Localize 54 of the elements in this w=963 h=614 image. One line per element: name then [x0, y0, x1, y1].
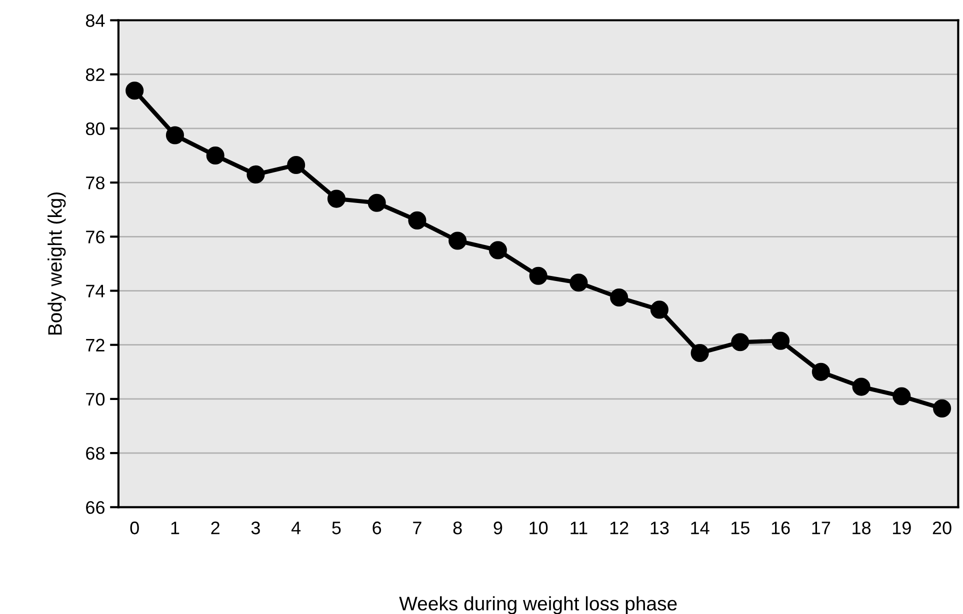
- x-tick-label: 18: [852, 522, 871, 534]
- x-tick-label: 13: [650, 522, 669, 534]
- x-tick-label: 3: [251, 522, 260, 534]
- point: [206, 146, 224, 165]
- point: [650, 300, 668, 319]
- point: [529, 266, 548, 285]
- x-tick-label: 10: [530, 522, 548, 534]
- point: [812, 362, 830, 381]
- x-tick-label: 20: [932, 522, 952, 534]
- point: [690, 344, 709, 362]
- x-tick-label: 12: [610, 522, 628, 534]
- x-tick-label: 14: [691, 522, 710, 534]
- y-tick-label: 80: [86, 122, 105, 136]
- x-tick-label: 0: [130, 522, 139, 534]
- y-tick-label: 78: [86, 176, 104, 190]
- x-tick-label: 19: [893, 522, 911, 534]
- y-tick-label: 72: [86, 338, 104, 352]
- point: [852, 378, 870, 396]
- x-tick-label: 1: [171, 522, 180, 534]
- x-tick-label: 6: [372, 522, 382, 534]
- point: [570, 274, 588, 292]
- point: [408, 211, 426, 230]
- y-tick-label: 84: [86, 14, 105, 27]
- x-tick-label: 11: [570, 522, 588, 534]
- point: [448, 232, 467, 250]
- y-tick-label: 76: [86, 230, 104, 244]
- point: [126, 82, 144, 100]
- y-tick-label: 74: [86, 284, 105, 298]
- y-tick-label: 66: [86, 501, 104, 514]
- y-tick-label: 82: [86, 68, 104, 82]
- y-axis-title: Body weight (kg): [48, 192, 66, 335]
- point: [933, 399, 952, 418]
- x-tick-label: 17: [812, 522, 830, 534]
- x-tick-label: 15: [732, 522, 750, 534]
- x-tick-label: 8: [453, 522, 462, 534]
- point: [368, 194, 386, 212]
- x-tick-label: 4: [291, 522, 301, 534]
- point: [166, 126, 184, 144]
- x-tick-label: 5: [332, 522, 341, 534]
- point: [488, 241, 507, 260]
- point: [610, 288, 628, 307]
- x-tick-label: 9: [494, 522, 502, 534]
- point: [892, 387, 911, 406]
- point: [287, 156, 306, 174]
- point: [246, 165, 265, 184]
- point: [731, 333, 750, 352]
- point: [327, 190, 346, 208]
- y-tick-label: 70: [86, 392, 105, 406]
- y-tick-label: 68: [86, 447, 104, 460]
- x-tick-label: 7: [413, 522, 422, 534]
- x-tick-label: 16: [772, 522, 790, 534]
- point: [772, 332, 790, 350]
- x-axis-title: Weeks during weight loss phase: [399, 596, 677, 614]
- x-tick-label: 2: [211, 522, 220, 534]
